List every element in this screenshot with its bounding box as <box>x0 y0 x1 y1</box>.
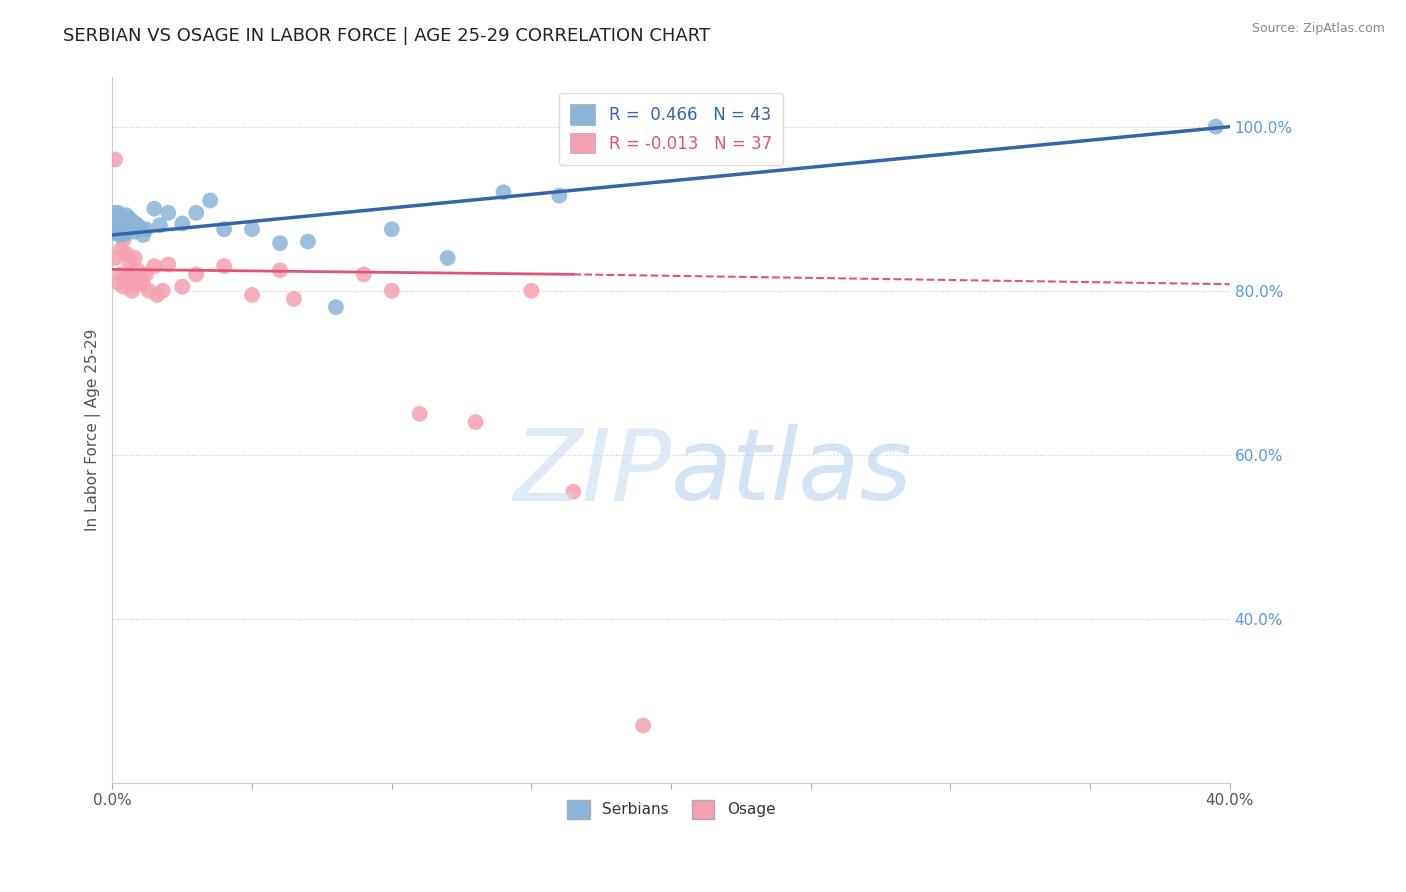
Point <box>107 227 129 241</box>
Point <box>110 217 132 231</box>
Point <box>110 227 132 242</box>
Point <box>186 268 208 282</box>
Point <box>118 255 141 269</box>
Point <box>381 222 404 236</box>
Point <box>110 243 132 257</box>
Point <box>107 214 129 228</box>
Point <box>1205 120 1227 134</box>
Point <box>121 222 143 236</box>
Point <box>381 284 404 298</box>
Point <box>240 222 263 236</box>
Legend: Serbians, Osage: Serbians, Osage <box>561 794 782 825</box>
Point <box>269 263 291 277</box>
Point <box>135 268 157 282</box>
Point <box>121 214 143 228</box>
Point <box>353 268 375 282</box>
Point <box>107 222 129 236</box>
Point <box>135 222 157 236</box>
Point <box>124 251 146 265</box>
Point <box>297 235 319 249</box>
Point <box>104 251 127 265</box>
Point <box>143 202 166 216</box>
Point <box>104 153 127 167</box>
Point <box>107 222 129 236</box>
Point <box>548 188 571 202</box>
Point <box>129 221 152 235</box>
Point <box>124 217 146 231</box>
Point <box>520 284 543 298</box>
Point <box>149 218 172 232</box>
Point <box>283 292 305 306</box>
Point <box>110 210 132 224</box>
Point <box>124 277 146 292</box>
Point <box>631 718 654 732</box>
Point <box>157 206 180 220</box>
Point <box>121 271 143 285</box>
Point <box>186 206 208 220</box>
Point <box>115 268 138 282</box>
Point <box>132 227 155 242</box>
Point <box>110 268 132 282</box>
Point <box>562 484 585 499</box>
Point <box>124 225 146 239</box>
Point <box>112 221 135 235</box>
Point <box>115 227 138 241</box>
Point <box>110 222 132 236</box>
Point <box>107 206 129 220</box>
Point <box>157 258 180 272</box>
Point <box>152 284 174 298</box>
Point <box>240 288 263 302</box>
Point <box>172 279 194 293</box>
Point <box>129 271 152 285</box>
Point <box>115 218 138 232</box>
Point <box>104 218 127 232</box>
Point <box>112 279 135 293</box>
Point <box>121 284 143 298</box>
Point <box>436 251 458 265</box>
Point <box>112 211 135 226</box>
Point <box>132 277 155 292</box>
Point <box>198 194 221 208</box>
Point <box>464 415 486 429</box>
Text: ZIP: ZIP <box>513 424 671 521</box>
Point <box>269 236 291 251</box>
Point <box>212 222 235 236</box>
Point <box>408 407 430 421</box>
Point <box>127 218 149 232</box>
Point <box>138 284 160 298</box>
Point <box>115 247 138 261</box>
Point <box>115 208 138 222</box>
Point <box>104 227 127 241</box>
Text: SERBIAN VS OSAGE IN LABOR FORCE | AGE 25-29 CORRELATION CHART: SERBIAN VS OSAGE IN LABOR FORCE | AGE 25… <box>63 27 710 45</box>
Point <box>118 211 141 226</box>
Point <box>118 219 141 234</box>
Point <box>104 206 127 220</box>
Text: atlas: atlas <box>671 424 912 521</box>
Point <box>492 186 515 200</box>
Point <box>143 259 166 273</box>
Point <box>172 217 194 231</box>
Point <box>112 233 135 247</box>
Point <box>107 276 129 290</box>
Text: Source: ZipAtlas.com: Source: ZipAtlas.com <box>1251 22 1385 36</box>
Point <box>146 288 169 302</box>
Point <box>212 259 235 273</box>
Point <box>127 263 149 277</box>
Y-axis label: In Labor Force | Age 25-29: In Labor Force | Age 25-29 <box>86 329 101 532</box>
Point <box>325 300 347 314</box>
Point <box>112 227 135 241</box>
